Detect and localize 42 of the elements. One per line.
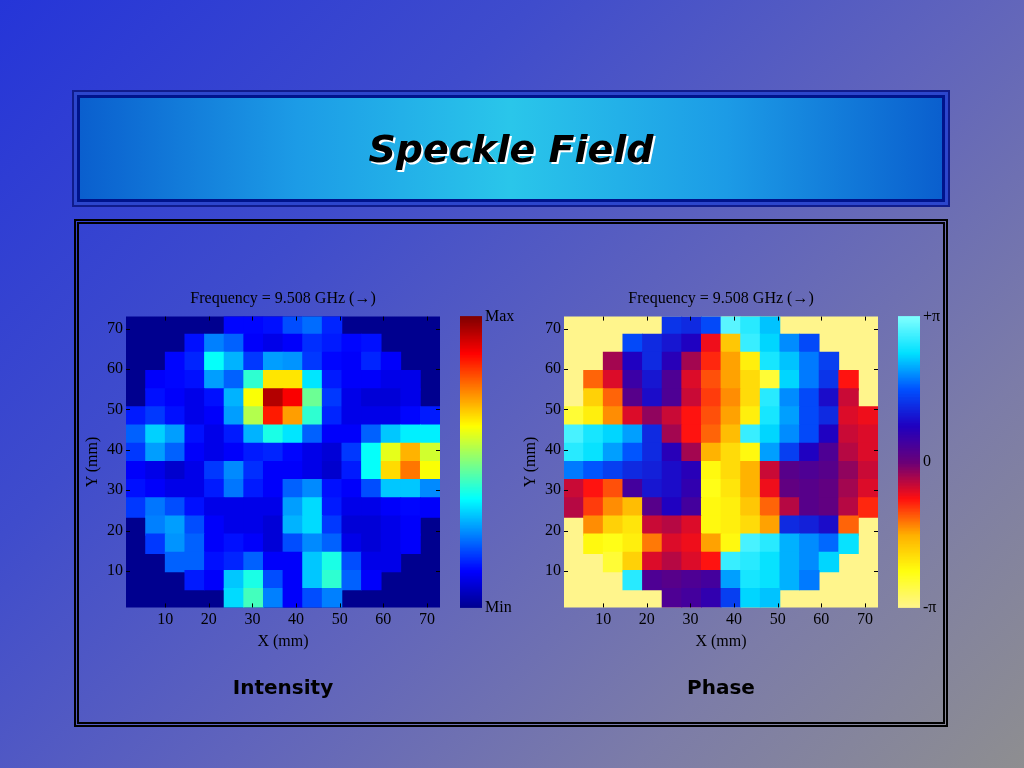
y-tick-label: 60 — [107, 359, 123, 377]
y-tick-label: 60 — [545, 359, 561, 377]
x-tick-label: 10 — [157, 610, 174, 628]
x-axis-title: X (mm) — [695, 632, 747, 650]
x-tick-label: 60 — [375, 610, 392, 628]
y-axis-title: Y (mm) — [82, 436, 101, 488]
y-tick-label: 70 — [545, 318, 561, 336]
x-axis-title: X (mm) — [257, 632, 309, 650]
y-tick-label: 40 — [545, 440, 561, 458]
y-axis-title: Y (mm) — [520, 436, 539, 488]
y-tick-label: 30 — [545, 480, 561, 498]
x-tick-label: 50 — [769, 610, 786, 628]
x-tick-label: 40 — [726, 610, 743, 628]
x-tick-label: 50 — [331, 610, 348, 628]
y-tick-label: 10 — [107, 561, 123, 579]
x-tick-label: 70 — [856, 610, 873, 628]
text: Phase — [687, 675, 755, 699]
x-tick-label: 30 — [682, 610, 699, 628]
color-bar-label: +π — [923, 306, 941, 324]
color-bar-label: Max — [485, 306, 515, 324]
y-tick-label: 20 — [545, 520, 561, 538]
y-tick-label: 10 — [545, 561, 561, 579]
x-tick-label: 20 — [638, 610, 655, 628]
y-tick-label: 40 — [107, 440, 123, 458]
text: Speckle Field — [368, 126, 654, 171]
x-tick-label: 10 — [595, 610, 612, 628]
y-tick-label: 30 — [107, 480, 123, 498]
x-tick-label: 30 — [244, 610, 261, 628]
y-tick-label: 70 — [107, 318, 123, 336]
color-bar-label: Min — [485, 597, 512, 615]
x-tick-label: 60 — [813, 610, 830, 628]
y-tick-label: 20 — [107, 520, 123, 538]
x-tick-label: 20 — [200, 610, 217, 628]
text: Intensity — [232, 675, 334, 699]
x-tick-label: 70 — [418, 610, 435, 628]
color-bar-label: -π — [923, 597, 937, 615]
x-tick-label: 40 — [288, 610, 305, 628]
chart-title: Frequency = 9.508 GHz (→) — [190, 289, 376, 308]
chart-title: Frequency = 9.508 GHz (→) — [628, 289, 814, 308]
color-bar-label: 0 — [923, 452, 931, 470]
y-tick-label: 50 — [545, 399, 561, 417]
y-tick-label: 50 — [107, 399, 123, 417]
